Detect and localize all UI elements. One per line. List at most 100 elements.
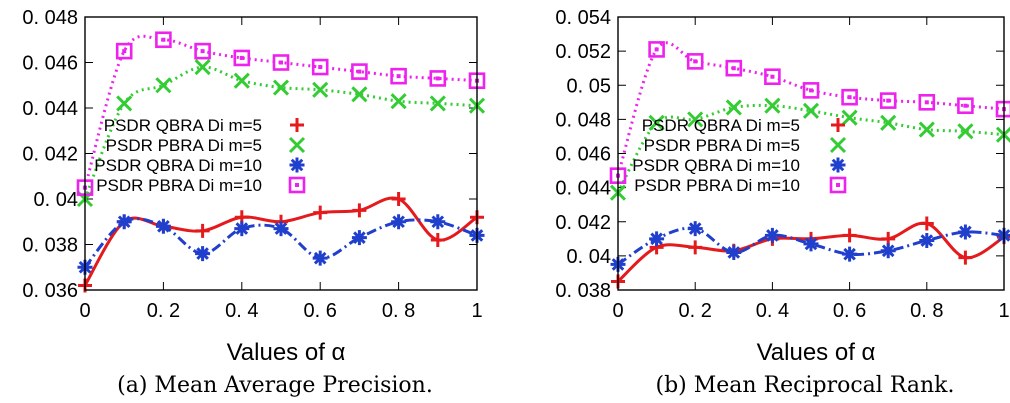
- data-point-3-inner: [693, 59, 698, 64]
- data-point-2: [764, 227, 780, 243]
- data-point-3-inner: [122, 49, 127, 54]
- plot-frame: [84, 16, 478, 291]
- x-tick-label: 0. 2: [147, 300, 180, 322]
- data-point-3: [390, 67, 407, 85]
- legend-label: PSDR PBRA Di m=5: [106, 136, 262, 155]
- y-tick-label: 0. 04: [34, 189, 78, 211]
- legend-marker-1: [829, 136, 847, 154]
- legend-marker-3-inner: [295, 183, 299, 187]
- x-tick-label: 1: [471, 300, 482, 322]
- legend-marker-0: [831, 118, 845, 132]
- x-tick-label: 0. 2: [679, 300, 712, 322]
- legend-marker-3: [829, 176, 847, 194]
- data-point-0: [842, 228, 857, 243]
- data-point-0: [313, 205, 328, 220]
- data-point-0: [958, 250, 973, 265]
- data-point-1: [429, 95, 446, 112]
- data-point-2: [880, 243, 896, 259]
- y-tick-label: 0. 048: [22, 7, 78, 29]
- data-point-3-inner: [963, 103, 968, 108]
- y-tick-label: 0. 044: [555, 178, 611, 200]
- data-point-3: [648, 41, 665, 58]
- data-point-2: [430, 214, 446, 230]
- figure-caption: (a) Mean Average Precision.: [117, 373, 433, 398]
- data-point-3-inner: [396, 74, 401, 79]
- data-point-3: [879, 92, 897, 109]
- data-point-1: [272, 79, 290, 96]
- y-tick-label: 0. 038: [22, 235, 78, 257]
- data-point-2: [273, 221, 289, 237]
- legend-label: PSDR PBRA Di m=5: [644, 136, 800, 155]
- legend-label: PSDR QBRA Di m=5: [104, 116, 262, 135]
- data-point-3-outer: [764, 68, 781, 86]
- data-point-1: [351, 86, 368, 103]
- data-point-3-outer: [841, 88, 858, 106]
- data-point-3-outer: [194, 42, 211, 60]
- data-point-3-outer: [725, 59, 743, 77]
- data-point-2: [957, 224, 973, 240]
- data-point-1: [312, 81, 329, 98]
- legend-label: PSDR QBRA Di m=10: [632, 156, 800, 175]
- legend-marker-3-outer: [288, 176, 306, 194]
- data-point-3: [918, 94, 936, 111]
- y-tick-label: 0. 05: [567, 75, 611, 97]
- data-point-3-inner: [654, 47, 659, 52]
- series-line-1: [83, 65, 478, 200]
- data-point-3-inner: [731, 66, 736, 71]
- data-point-1: [687, 111, 704, 128]
- data-point-1: [725, 99, 742, 116]
- data-point-0: [352, 203, 367, 218]
- data-point-3: [957, 97, 974, 115]
- data-point-3: [155, 31, 172, 49]
- data-point-3-inner: [770, 74, 775, 79]
- data-point-2: [391, 214, 407, 230]
- data-point-3-outer: [918, 94, 936, 111]
- y-tick-label: 0. 052: [555, 41, 611, 63]
- data-point-3-outer: [311, 58, 329, 76]
- series-line-3: [616, 41, 1005, 177]
- data-point-1: [880, 114, 897, 131]
- data-point-3-outer: [351, 63, 368, 80]
- data-point-1: [918, 121, 935, 138]
- data-point-0: [688, 240, 703, 255]
- data-point-3-outer: [272, 54, 290, 71]
- legend-label: PSDR QBRA Di m=10: [94, 156, 262, 175]
- data-point-3: [725, 59, 743, 77]
- data-point-2: [116, 214, 132, 230]
- data-point-2: [649, 231, 665, 247]
- plot-frame: [617, 16, 1005, 291]
- data-point-3: [115, 42, 133, 60]
- data-point-3-inner: [318, 65, 323, 70]
- x-tick-label: 0. 8: [382, 300, 415, 322]
- x-tick-label: 0: [79, 300, 90, 322]
- y-tick-label: 0. 042: [22, 144, 78, 166]
- data-point-3-outer: [390, 67, 407, 85]
- data-point-1: [390, 93, 407, 110]
- x-tick-label: 0. 6: [833, 300, 866, 322]
- legend-label: PSDR PBRA Di m=10: [96, 176, 262, 195]
- data-point-2: [195, 246, 211, 262]
- chart-panel-b: 0. 038 0. 04 0. 042 0. 044 0. 046 0. 048 0. 05…: [555, 7, 1010, 398]
- x-tick-label: 0. 6: [304, 300, 337, 322]
- x-tick-label: 0: [612, 300, 623, 322]
- data-point-3-outer: [879, 92, 897, 109]
- y-tick-label: 0. 04: [567, 246, 611, 268]
- legend-marker-3: [288, 176, 306, 194]
- data-point-3-outer: [115, 42, 133, 60]
- figure-caption: (b) Mean Reciprocal Rank.: [656, 373, 955, 398]
- series-line-0: [83, 196, 478, 287]
- data-point-3-inner: [200, 49, 205, 54]
- data-point-3: [802, 82, 820, 99]
- x-tick-label: 0. 8: [910, 300, 943, 322]
- data-point-3-outer: [233, 49, 251, 67]
- data-point-1: [802, 102, 820, 119]
- data-point-1: [841, 109, 858, 126]
- data-point-2: [351, 230, 367, 246]
- y-tick-label: 0. 042: [555, 212, 611, 234]
- y-tick-label: 0. 054: [555, 7, 611, 29]
- legend-marker-2: [830, 157, 846, 173]
- data-point-3: [311, 58, 329, 76]
- data-point-3-inner: [886, 98, 891, 103]
- data-point-2: [919, 233, 935, 249]
